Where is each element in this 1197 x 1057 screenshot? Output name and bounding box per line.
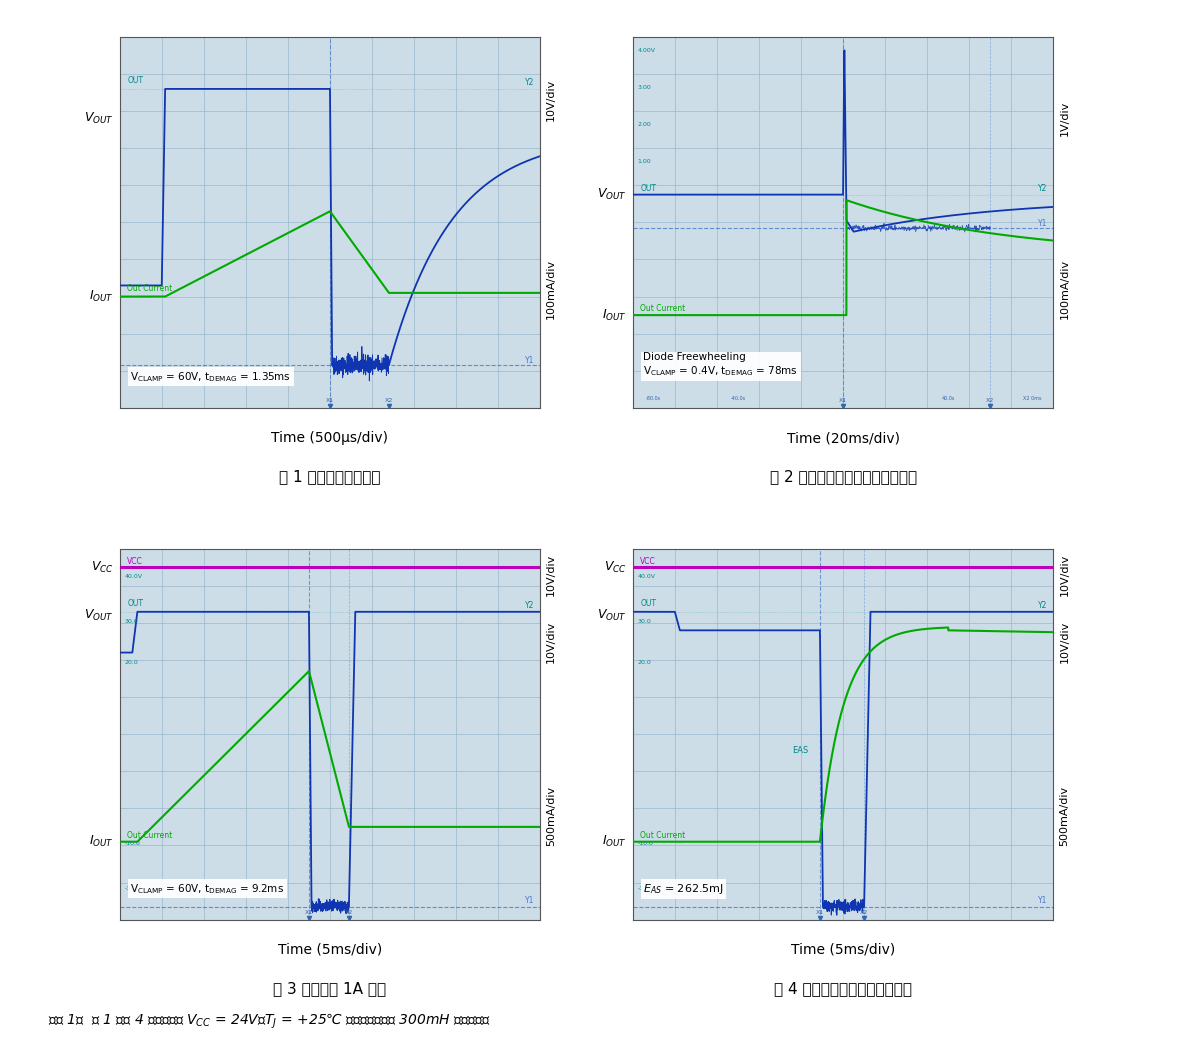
Text: Out Current: Out Current <box>640 304 686 314</box>
Text: $I_{OUT}$: $I_{OUT}$ <box>602 834 627 849</box>
Text: X1: X1 <box>816 910 824 915</box>
Text: Diode Freewheeling
$\mathregular{V_{CLAMP}}$ = 0.4V, $\mathregular{t_{DEMAG}}$ =: Diode Freewheeling $\mathregular{V_{CLAM… <box>643 352 798 378</box>
Text: $V_{CC}$: $V_{CC}$ <box>91 560 114 575</box>
Text: 10V/div: 10V/div <box>546 554 557 596</box>
Text: X2: X2 <box>859 910 868 915</box>
Text: $\mathregular{V_{CLAMP}}$ = 60V, $\mathregular{t_{DEMAG}}$ = 9.2ms: $\mathregular{V_{CLAMP}}$ = 60V, $\mathr… <box>130 882 284 895</box>
Text: $V_{OUT}$: $V_{OUT}$ <box>84 608 114 623</box>
Text: OUT: OUT <box>640 184 656 192</box>
Text: X2: X2 <box>384 398 393 404</box>
Text: $I_{OUT}$: $I_{OUT}$ <box>89 289 114 304</box>
Text: $\mathregular{V_{CLAMP}}$ = 60V, $\mathregular{t_{DEMAG}}$ = 1.35ms: $\mathregular{V_{CLAMP}}$ = 60V, $\mathr… <box>130 370 291 384</box>
Text: 1V/div: 1V/div <box>1059 101 1069 136</box>
Text: 500mA/div: 500mA/div <box>1059 785 1069 846</box>
Text: 图 1 感性负载关断鄐位: 图 1 感性负载关断鄐位 <box>279 469 381 484</box>
Text: Time (20ms/div): Time (20ms/div) <box>786 431 900 445</box>
Text: 40.0s: 40.0s <box>942 396 955 402</box>
Text: 3.00: 3.00 <box>638 85 651 90</box>
Text: Y2: Y2 <box>1038 601 1047 610</box>
Text: $E_{AS}$ = 262.5mJ: $E_{AS}$ = 262.5mJ <box>643 882 723 895</box>
Text: X1: X1 <box>839 398 847 404</box>
Text: $V_{OUT}$: $V_{OUT}$ <box>84 111 114 126</box>
Text: 10V/div: 10V/div <box>1059 620 1069 663</box>
Text: Time (5ms/div): Time (5ms/div) <box>278 943 382 957</box>
Text: Y2: Y2 <box>524 78 534 88</box>
Text: -30.0: -30.0 <box>124 886 141 891</box>
Text: 40.0V: 40.0V <box>638 574 656 579</box>
Text: Y2: Y2 <box>1038 184 1047 192</box>
Text: -80.0s: -80.0s <box>646 396 662 402</box>
Text: 100mA/div: 100mA/div <box>1059 259 1069 319</box>
Text: 图 2 感性负载关断续流二极管鄐位: 图 2 感性负载关断续流二极管鄐位 <box>770 469 917 484</box>
Text: 2.00: 2.00 <box>638 122 651 127</box>
Text: 500mA/div: 500mA/div <box>546 785 557 846</box>
Text: -10.0: -10.0 <box>638 841 654 847</box>
Text: X2: X2 <box>986 398 995 404</box>
Text: X1: X1 <box>326 398 334 404</box>
Text: 30.0: 30.0 <box>638 619 651 624</box>
Text: -40.0s: -40.0s <box>730 396 746 402</box>
Text: $I_{OUT}$: $I_{OUT}$ <box>89 834 114 849</box>
Text: EAS: EAS <box>792 745 809 755</box>
Text: Time (5ms/div): Time (5ms/div) <box>791 943 895 957</box>
Text: 备注 1：  图 1 至图 4 测试条件为 $V_{CC}$ = 24V，$T_J$ = +25℃ 时，单脉冲关断 300mH 感性负载。: 备注 1： 图 1 至图 4 测试条件为 $V_{CC}$ = 24V，$T_J… <box>48 1012 491 1031</box>
Text: Time (500μs/div): Time (500μs/div) <box>272 431 389 445</box>
Text: -30.0: -30.0 <box>638 886 654 891</box>
Text: $I_{OUT}$: $I_{OUT}$ <box>602 308 627 322</box>
Text: Y1: Y1 <box>1038 896 1047 905</box>
Text: Y2: Y2 <box>524 601 534 610</box>
Text: 图 3 感性负载 1A 关断: 图 3 感性负载 1A 关断 <box>273 981 387 996</box>
Text: Y1: Y1 <box>1038 219 1047 228</box>
Text: VCC: VCC <box>127 557 142 565</box>
Text: 4.00V: 4.00V <box>638 48 656 53</box>
Text: 30.0: 30.0 <box>124 619 139 624</box>
Text: 10V/div: 10V/div <box>1059 554 1069 596</box>
Text: 10V/div: 10V/div <box>546 79 557 122</box>
Text: X2 0ms: X2 0ms <box>1023 396 1041 402</box>
Text: 1.00: 1.00 <box>638 160 651 164</box>
Text: Y1: Y1 <box>524 896 534 905</box>
Text: 100mA/div: 100mA/div <box>546 259 557 319</box>
Text: Out Current: Out Current <box>127 831 172 840</box>
Text: VCC: VCC <box>640 557 656 565</box>
Text: 20.0: 20.0 <box>638 660 651 665</box>
Text: OUT: OUT <box>127 599 144 608</box>
Text: $V_{CC}$: $V_{CC}$ <box>604 560 627 575</box>
Text: Out Current: Out Current <box>127 284 172 293</box>
Text: X1: X1 <box>305 910 314 915</box>
Text: -10.0: -10.0 <box>124 841 140 847</box>
Text: 40.0V: 40.0V <box>124 574 142 579</box>
Text: Y1: Y1 <box>524 356 534 366</box>
Text: X2: X2 <box>345 910 353 915</box>
Text: 20.0: 20.0 <box>124 660 139 665</box>
Text: $V_{OUT}$: $V_{OUT}$ <box>597 187 627 202</box>
Text: OUT: OUT <box>640 599 656 608</box>
Text: 10V/div: 10V/div <box>546 620 557 663</box>
Text: $V_{OUT}$: $V_{OUT}$ <box>597 608 627 623</box>
Text: Out Current: Out Current <box>640 831 686 840</box>
Text: 图 4 感性负载关断退磁能量耗散: 图 4 感性负载关断退磁能量耗散 <box>774 981 912 996</box>
Text: OUT: OUT <box>127 76 144 86</box>
